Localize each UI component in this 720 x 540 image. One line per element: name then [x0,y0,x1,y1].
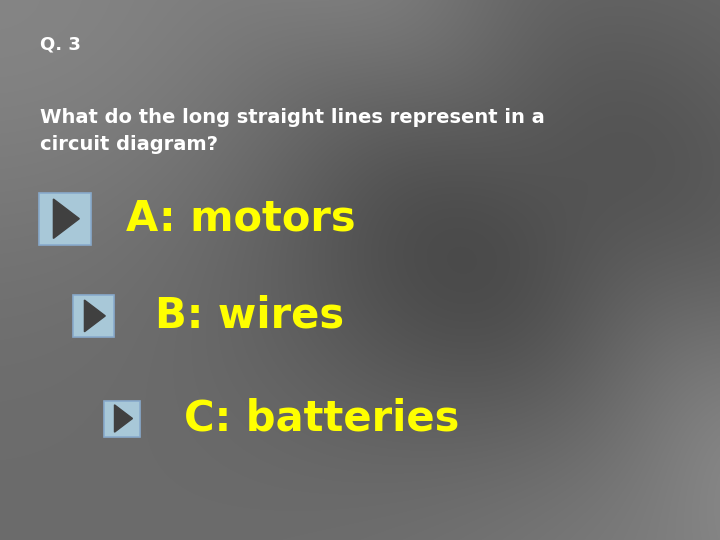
Bar [104,401,140,436]
Text: What do the long straight lines represent in a
circuit diagram?: What do the long straight lines represen… [40,108,544,153]
Text: C: batteries: C: batteries [184,397,459,440]
Polygon shape [53,199,79,238]
Text: Q. 3: Q. 3 [40,35,81,53]
Polygon shape [84,300,105,332]
Text: B: wires: B: wires [155,295,344,337]
Bar [73,295,114,337]
Text: A: motors: A: motors [126,198,356,240]
Bar [39,193,91,245]
Polygon shape [114,405,132,432]
